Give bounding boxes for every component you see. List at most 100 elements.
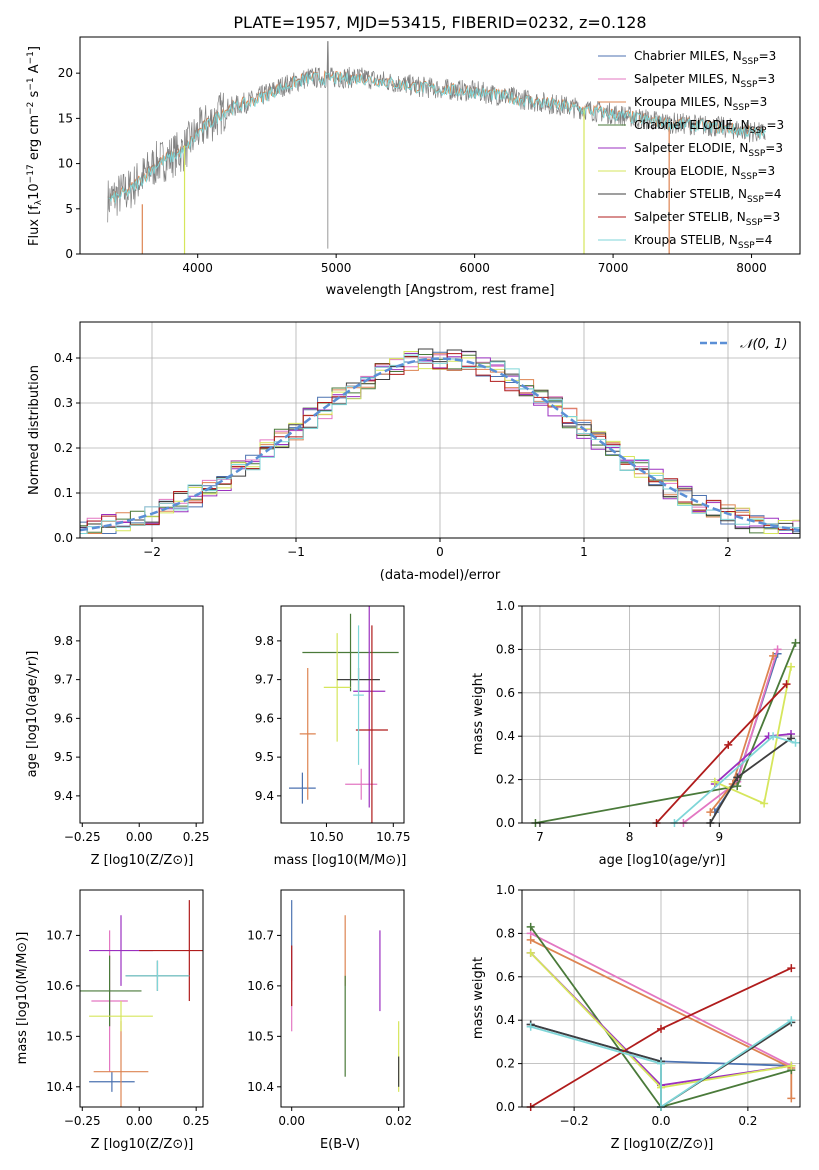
mass-vs-extinction-panel: 0.00 0.02 10.4 10.5 10.6 10.7 E(B-V) [247,889,412,1152]
x-axis-label: Z [log10(Z/Z⊙)] [91,1137,194,1152]
y-tick-label: 0.6 [496,686,515,700]
y-axis-label: mass [log10(M/M⊙)] [15,932,30,1065]
weight-series [529,926,792,1107]
x-tick-label: −0.25 [64,1114,101,1128]
y-tick-label: 0.4 [496,729,515,743]
x-tick-label: 0.25 [183,830,210,844]
y-axis-label: Flux [fλ10−17 erg cm−2 s−1 A−1] [26,46,44,246]
weight-point [710,777,719,786]
x-axis-label: Z [log10(Z/Z⊙)] [91,853,194,868]
mass-vs-metallicity-panel: −0.25 0.00 0.25 10.4 10.5 10.6 10.7 Z [log10(Z/… [15,889,210,1152]
model-spectrum-kroupa-stelib [108,71,766,204]
weight-point [657,1059,665,1068]
y-tick-label: 9.6 [54,711,73,725]
y-tick-label: 5 [65,202,73,216]
y-axis-label: Normed distribution [27,365,42,495]
weight-point [787,1061,796,1070]
y-tick-label: 9.7 [255,673,274,687]
plot-area [80,606,203,823]
legend-entry: Salpeter MILES, NSSP=3 [634,72,775,90]
y-tick-label: 0.0 [496,816,515,830]
plot-area [80,37,800,254]
x-tick-label: 10.50 [309,830,343,844]
age-vs-mass-panel: 10.50 10.75 9.4 9.5 9.6 9.7 9.8 mass [log10(M/M… [255,605,410,868]
y-tick-label: 0.8 [496,642,515,656]
weight-point [787,1016,796,1025]
y-tick-label: 0 [65,247,73,261]
y-tick-label: 10.6 [46,979,73,993]
weight-point [526,935,535,944]
x-tick-label: 0.00 [126,1114,153,1128]
weight-point [760,799,769,808]
x-tick-label: 7000 [598,261,629,275]
weight-point [657,1024,665,1033]
histogram-series [80,351,800,534]
observed-spectrum [107,41,766,223]
y-axis-label: mass weight [471,673,486,755]
weight-point [787,964,796,973]
x-tick-label: −0.2 [560,1114,589,1128]
y-tick-label: 0.0 [496,1100,515,1114]
x-tick-label: 10.75 [376,830,410,844]
y-tick-label: 1.0 [496,883,515,897]
y-tick-label: 10.5 [46,1029,73,1043]
legend-entry: Salpeter ELODIE, NSSP=3 [634,141,783,159]
y-tick-label: 10.7 [46,928,73,942]
y-tick-label: 9.6 [255,711,274,725]
x-tick-label: −1 [287,545,305,559]
plot-area [281,890,404,1107]
x-axis-label: E(B-V) [320,1137,360,1152]
x-axis-label: Z [log10(Z/Z⊙)] [611,1137,714,1152]
y-tick-label: 9.5 [54,750,73,764]
axes-frame [521,889,801,1108]
x-tick-label: 0.00 [278,1114,305,1128]
axes-frame [280,889,405,1108]
legend-entry: Salpeter STELIB, NSSP=3 [634,210,780,228]
weight-series [530,932,792,1067]
x-tick-label: 8 [626,830,634,844]
x-tick-label: 6000 [459,261,490,275]
legend-entry: 𝒩(0, 1) [740,337,787,352]
y-tick-label: 0.2 [496,773,515,787]
y-tick-label: 0.4 [496,1013,515,1027]
y-axis-label: age [log10(age/yr)] [25,651,40,778]
x-tick-label: 0.2 [738,1114,757,1128]
y-tick-label: 0.3 [54,396,73,410]
weight-point [791,738,800,747]
x-axis-label: wavelength [Angstrom, rest frame] [326,283,555,298]
weight-point [526,1022,535,1031]
weight-point [706,808,715,817]
axes-frame [280,605,405,824]
axes-frame [79,36,801,255]
y-tick-label: 10.7 [247,928,274,942]
massweight-vs-age-panel: 7 8 9 0.0 0.2 0.4 0.6 0.8 1.0 age [log10(age/yr)]… [471,599,801,868]
weight-point [782,680,791,689]
x-tick-label: 0 [436,545,444,559]
y-tick-label: 0.8 [496,926,515,940]
y-tick-label: 9.7 [54,673,73,687]
weight-point [787,662,796,671]
x-tick-label: 9 [715,830,723,844]
y-tick-label: 0.4 [54,351,73,365]
y-tick-label: 9.8 [255,634,274,648]
x-tick-label: 5000 [321,261,352,275]
y-tick-label: 15 [58,111,73,125]
y-tick-label: 0.2 [54,441,73,455]
histogram-series [80,354,800,534]
histogram-series [80,353,800,534]
axes-frame [79,321,801,539]
massweight-vs-metallicity-panel: −0.2 0.0 0.2 0.0 0.2 0.4 0.6 0.8 1.0 Z [log10(Z/Z… [471,883,801,1152]
y-tick-label: 0.6 [496,970,515,984]
x-tick-label: −2 [143,545,161,559]
x-tick-label: 1 [580,545,588,559]
x-tick-label: 0.02 [385,1114,412,1128]
y-tick-label: 9.4 [255,789,274,803]
x-tick-label: 2 [724,545,732,559]
x-tick-label: 4000 [182,261,213,275]
y-tick-label: 10.5 [247,1029,274,1043]
y-tick-label: 9.8 [54,634,73,648]
x-tick-label: 0.0 [651,1114,670,1128]
weight-point [526,922,535,931]
y-tick-label: 10 [58,157,73,171]
